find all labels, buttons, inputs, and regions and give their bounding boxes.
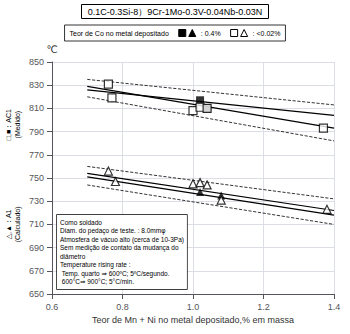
svg-text:Teor de Co no metal depositado: Teor de Co no metal depositado (70, 30, 169, 38)
svg-text:(Calculado): (Calculado) (14, 207, 22, 243)
svg-text:770: 770 (29, 150, 44, 160)
svg-text:650: 650 (29, 289, 44, 299)
svg-text:670: 670 (29, 266, 44, 276)
svg-text:Temperature rising rate :: Temperature rising rate : (60, 261, 131, 269)
svg-text:(Medido): (Medido) (14, 111, 22, 139)
svg-text:△,▲：A1: △,▲：A1 (5, 209, 12, 239)
svg-text:0.1C-0.3Si-8）9Cr-1Mo-0.3V-0.04: 0.1C-0.3Si-8）9Cr-1Mo-0.3V-0.04Nb-0.03N (88, 7, 263, 17)
svg-text:750: 750 (29, 173, 44, 183)
svg-text:Temp. quarto ⇒ 600ºC; 5ºC/segu: Temp. quarto ⇒ 600ºC; 5ºC/segundo. (60, 270, 170, 278)
svg-text:℃: ℃ (46, 44, 57, 55)
svg-text:Como soldado: Como soldado (60, 219, 102, 226)
svg-text:1.4: 1.4 (328, 302, 341, 312)
svg-text:Diam. do pedaço de teste. : 8.: Diam. do pedaço de teste. : 8.0mmφ (60, 227, 165, 235)
svg-text:1.0: 1.0 (187, 302, 200, 312)
svg-text:710: 710 (29, 219, 44, 229)
svg-text:0.6: 0.6 (46, 302, 59, 312)
svg-text:810: 810 (29, 103, 44, 113)
svg-text:Sem medição de contato da muda: Sem medição de contato da mudança do (60, 244, 179, 252)
svg-text:1.2: 1.2 (257, 302, 270, 312)
svg-text:: <0.02%: : <0.02% (253, 30, 281, 37)
svg-text:Atmosfera de vácuo alto (cerca: Atmosfera de vácuo alto (cerca de 10-3Pa… (60, 236, 184, 244)
svg-text:790: 790 (29, 127, 44, 137)
svg-text:0.8: 0.8 (116, 302, 129, 312)
svg-text:730: 730 (29, 196, 44, 206)
svg-text:Teor de Mn + Ni no metal depos: Teor de Mn + Ni no metal depositado,% em… (92, 315, 294, 325)
svg-text:690: 690 (29, 243, 44, 253)
svg-text:850: 850 (29, 57, 44, 67)
svg-text:830: 830 (29, 80, 44, 90)
svg-text:□,■：AC1: □,■：AC1 (5, 109, 12, 140)
svg-text:600°C⇒ 900°C; 5°C/min.: 600°C⇒ 900°C; 5°C/min. (60, 278, 134, 285)
svg-text:: 0.4%: : 0.4% (201, 30, 221, 37)
svg-text:diâmetro: diâmetro (60, 253, 86, 260)
